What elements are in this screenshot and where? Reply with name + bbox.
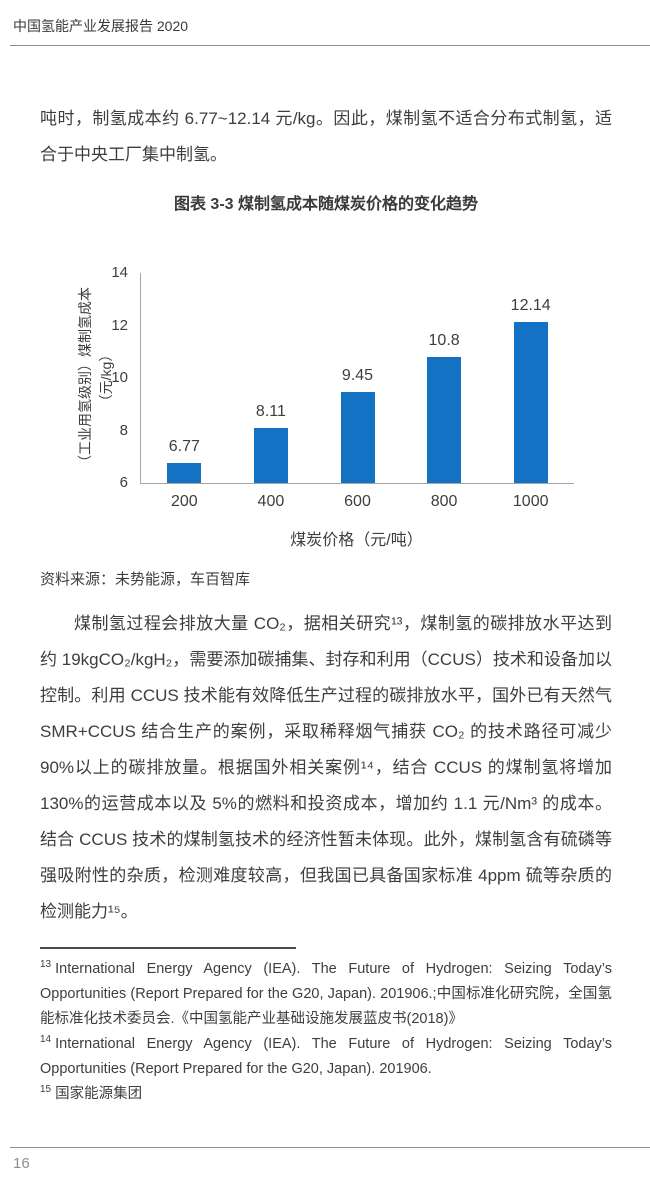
footnote-text: 国家能源集团 (55, 1086, 143, 1102)
y-tick-label: 8 (119, 421, 128, 439)
y-tick-label: 12 (111, 316, 128, 334)
bar (513, 321, 548, 483)
bar (340, 392, 375, 483)
bar-value-label: 8.11 (255, 402, 286, 420)
bar (253, 427, 288, 483)
y-tick-label: 10 (111, 369, 128, 386)
footnote-divider (40, 947, 296, 949)
footnotes: 13 International Energy Agency (IEA). The… (40, 957, 612, 1107)
footnote: 13 International Energy Agency (IEA). The… (40, 957, 612, 1032)
report-header-title: 中国氢能产业发展报告 2020 (13, 18, 189, 34)
footnote: 15 国家能源集团 (40, 1082, 612, 1107)
x-axis-title: 煤炭价格（元/吨） (290, 532, 423, 549)
x-tick-label: 800 (430, 493, 458, 510)
bar-value-label: 6.77 (168, 437, 200, 455)
plot-area: 6.77 200 8.11 400 9.45 600 10.8 800 12.14 1000 (140, 273, 574, 510)
footnote-marker: 14 (40, 1034, 52, 1046)
footnote-text: International Energy Agency (IEA). The F… (40, 1036, 612, 1077)
page-number: 16 (13, 1155, 30, 1172)
source-note: 资料来源：未势能源，车百智库 (40, 571, 251, 588)
footnote-marker: 13 (40, 959, 52, 971)
x-tick-label: 600 (344, 493, 371, 510)
bar (427, 357, 462, 483)
x-tick-label: 200 (170, 493, 198, 510)
bar-value-label: 12.14 (510, 296, 551, 314)
page-footer-divider (10, 1147, 650, 1148)
footnote-marker: 15 (40, 1084, 52, 1096)
y-tick-label: 14 (111, 264, 128, 281)
footnote: 14 International Energy Agency (IEA). The… (40, 1032, 612, 1082)
x-tick-label: 400 (257, 493, 285, 510)
x-tick-label: 1000 (512, 493, 549, 510)
footnote-text: International Energy Agency (IEA). The F… (40, 961, 612, 1027)
body-paragraph: 煤制氢过程会排放大量 CO₂，据相关研究¹³，煤制氢的碳排放水平达到约 19kg… (40, 614, 612, 921)
bar-value-label: 9.45 (341, 367, 374, 385)
header-divider (10, 45, 650, 46)
intro-paragraph: 吨时，制氢成本约 6.77~12.14 元/kg。因此，煤制氢不适合分布式制氢，… (40, 109, 612, 164)
bar (167, 462, 202, 483)
y-axis-ticks: 6 8 10 12 14 (40, 264, 132, 491)
bar-chart: （工业用氢级别）煤制氢成本 （元/kg） 6 8 10 12 14 6.77 200 8.1… (40, 240, 612, 552)
y-tick-label: 6 (119, 474, 128, 491)
bar-value-label: 10.8 (428, 332, 460, 349)
figure-title: 图表 3-3 煤制氢成本随煤炭价格的变化趋势 (173, 196, 479, 213)
